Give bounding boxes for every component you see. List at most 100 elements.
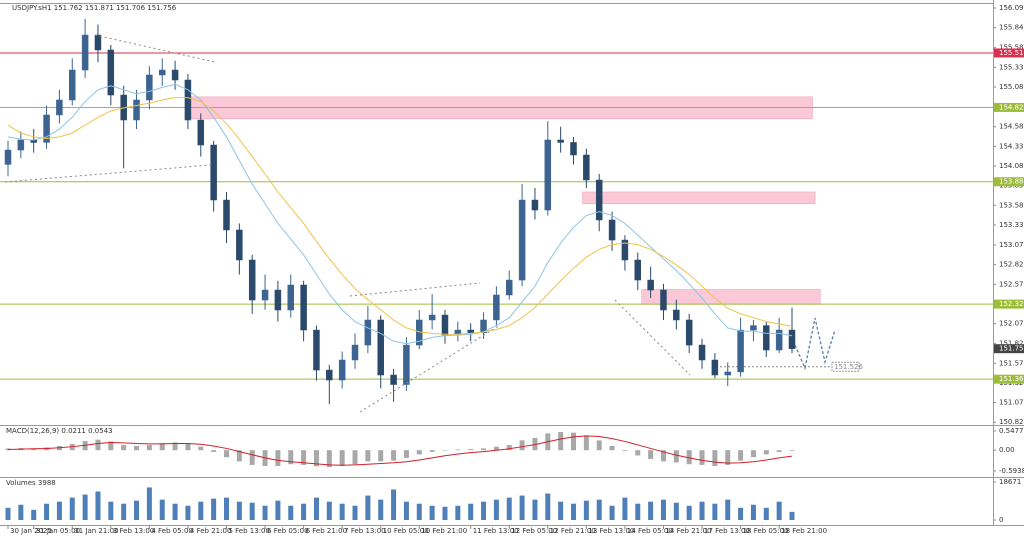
volume-bar (352, 505, 358, 520)
x-tick-label: 30 Jan 2025 (10, 527, 52, 535)
candle-body (583, 154, 590, 181)
candle-body (660, 289, 667, 311)
candle-body (197, 119, 205, 146)
macd-bar (378, 450, 384, 462)
macd-bar (635, 450, 641, 456)
volume-bar (339, 503, 345, 520)
macd-bar (506, 444, 512, 451)
candle-body (261, 289, 269, 301)
candle-body (711, 359, 719, 376)
volume-bar (236, 501, 242, 520)
x-tick-label: 6 Feb 05:00 (267, 527, 308, 535)
level-tag (994, 102, 1024, 112)
macd-bar (468, 449, 474, 451)
candle-body (4, 149, 12, 165)
volume-bar (198, 501, 204, 520)
volume-bar (712, 503, 718, 520)
y-tick-label: 154.080 (999, 162, 1024, 170)
macd-bar (442, 450, 448, 451)
volume-bar (108, 501, 114, 520)
x-tick-label: 17 Feb 13:00 (704, 527, 750, 535)
macd-bar (750, 450, 756, 458)
volume-bar (776, 501, 782, 520)
macd-bar (275, 450, 281, 466)
candle-body (43, 114, 50, 143)
x-tick-label: 14 Feb 05:00 (627, 527, 673, 535)
macd-bar (159, 443, 165, 451)
volume-bar (211, 498, 217, 520)
volume-bar (121, 503, 127, 520)
y-tick-label: 155.840 (999, 24, 1024, 32)
y-tick-label: 153.580 (999, 201, 1024, 209)
volume-bar (583, 500, 589, 520)
macd-bar (493, 446, 499, 451)
macd-bar (686, 450, 692, 465)
y-tick-label: 152.075 (999, 320, 1024, 328)
macd-bar (223, 450, 229, 458)
y-tick-label: 151.070 (999, 399, 1024, 407)
macd-bar (763, 450, 769, 455)
candle-body (17, 139, 25, 151)
macd-bar (416, 450, 422, 455)
macd-bar (134, 445, 140, 451)
macd-bar (326, 450, 332, 468)
candle-body (737, 329, 744, 373)
candle-body (544, 139, 552, 211)
candle-body (647, 279, 654, 291)
macd-bar (673, 450, 679, 463)
y-tick-label: 154.330 (999, 142, 1024, 150)
y-tick-label: 0 (999, 516, 1003, 524)
macd-bar (365, 450, 371, 462)
y-tick-label: 155.335 (999, 63, 1024, 71)
marker-box (831, 361, 860, 372)
volume-bar (159, 499, 165, 520)
volume-bar (301, 503, 307, 520)
candle-body (158, 69, 166, 76)
macd-bar (249, 450, 255, 465)
macd-bar (596, 440, 602, 451)
level-tag-label: 152.323 (999, 300, 1024, 308)
y-tick-label: 156.090 (999, 4, 1024, 12)
candle-body (390, 374, 397, 385)
macd-bar (391, 450, 397, 461)
candle-body (505, 279, 513, 296)
x-tick-label: 13 Feb 13:00 (588, 527, 634, 535)
volume-bar (44, 503, 50, 520)
y-tick-label: 0.5477 (999, 427, 1024, 435)
macd-bar (558, 431, 564, 451)
volume-bar (558, 501, 564, 520)
macd-bar (660, 450, 666, 462)
macd-bar (789, 450, 795, 451)
volume-bar (481, 501, 487, 520)
candle-body (428, 314, 436, 321)
macd-bar (738, 450, 744, 461)
candle-body (493, 294, 500, 321)
candle-body (287, 284, 295, 311)
macd-bar (403, 450, 409, 458)
y-tick-label: 153.075 (999, 241, 1024, 249)
x-tick-label: 3 Feb 13:00 (113, 527, 154, 535)
price-tag (994, 344, 1024, 354)
macd-bar (31, 448, 37, 451)
macd-bar (301, 450, 307, 465)
volume-bar (725, 499, 731, 520)
macd-bar (236, 450, 242, 462)
macd-bar (108, 441, 114, 451)
volume-bar (146, 487, 152, 520)
volume-bar (738, 507, 744, 520)
y-tick-label: 18671 (999, 478, 1021, 486)
volume-bar (519, 495, 525, 520)
candle-body (673, 309, 680, 321)
candle-body (171, 69, 179, 81)
x-tick-label: 10 Feb 21:00 (421, 527, 467, 535)
foreground-layer: 155.518 154.825 153.88 152.323 151.368 151.52… (831, 48, 1024, 384)
volume-bar (69, 497, 75, 520)
candle-body (338, 359, 346, 381)
zone (641, 289, 821, 305)
volume-bar (506, 497, 512, 520)
candle-body (223, 199, 230, 231)
y-tick-label: -0.5938 (999, 467, 1024, 475)
candle-body (364, 319, 372, 346)
candle-body (133, 99, 140, 121)
